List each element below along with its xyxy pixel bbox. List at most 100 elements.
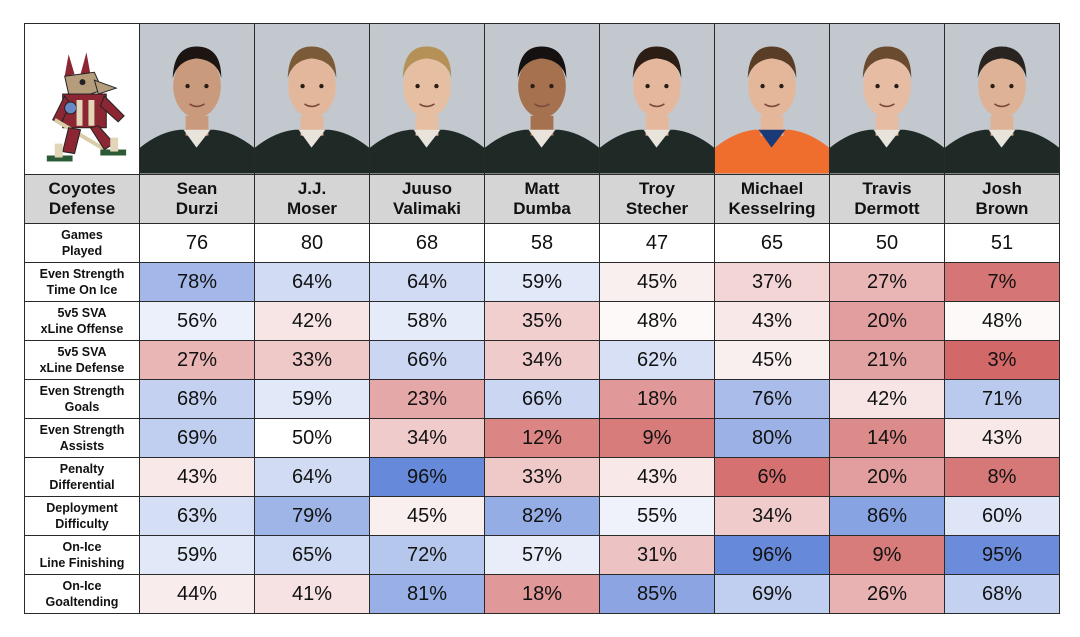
games-played-value: 47 <box>599 223 715 263</box>
stat-percentile-cell: 64% <box>254 457 370 497</box>
player-last-name: Durzi <box>175 199 219 218</box>
stat-row: Even Strength Time On Ice 78% 64% 64% 59% 45% 3… <box>24 262 1060 302</box>
stat-label-line: Assists <box>59 439 105 453</box>
stat-percentile-cell: 56% <box>139 301 255 341</box>
games-played-value: 51 <box>944 223 1060 263</box>
stat-label-line: Even Strength <box>39 423 125 437</box>
stat-percentile-cell: 34% <box>369 418 485 458</box>
player-photo-cell <box>714 23 830 175</box>
stat-percentile-cell: 14% <box>829 418 945 458</box>
games-played-value: 80 <box>254 223 370 263</box>
stat-percentile-cell: 95% <box>944 535 1060 575</box>
player-first-name: Juuso <box>401 179 453 198</box>
stat-label: On-Ice Line Finishing <box>24 535 140 575</box>
player-photo <box>830 24 944 174</box>
stat-row: On-Ice Line Finishing 59% 65% 72% 57% 31% 96% 9%… <box>24 535 1060 575</box>
player-last-name: Valimaki <box>392 199 462 218</box>
player-last-name: Moser <box>286 199 338 218</box>
stat-label-line: Line Finishing <box>39 556 125 570</box>
stat-percentile-cell: 34% <box>714 496 830 536</box>
stat-percentile-cell: 6% <box>714 457 830 497</box>
stat-percentile-cell: 27% <box>139 340 255 380</box>
player-photo-icon <box>140 24 254 174</box>
player-first-name: Matt <box>524 179 560 198</box>
player-last-name: Dumba <box>513 199 571 218</box>
stat-percentile-cell: 48% <box>599 301 715 341</box>
stat-percentile-cell: 85% <box>599 574 715 614</box>
stat-percentile-cell: 42% <box>829 379 945 419</box>
stat-percentile-cell: 64% <box>369 262 485 302</box>
stat-label: Even Strength Assists <box>24 418 140 458</box>
stat-percentile-cell: 68% <box>944 574 1060 614</box>
stat-percentile-cell: 68% <box>139 379 255 419</box>
stat-percentile-cell: 42% <box>254 301 370 341</box>
stat-percentile-cell: 69% <box>714 574 830 614</box>
stat-row: 5v5 SVA xLine Defense 27% 33% 66% 34% 62% 45% 21… <box>24 340 1060 380</box>
player-photo-icon <box>255 24 369 174</box>
player-name-cell: Sean Durzi <box>139 174 255 224</box>
games-played-value: 65 <box>714 223 830 263</box>
stat-label-line: Goals <box>64 400 100 414</box>
stat-row: Penalty Differential 43% 64% 96% 33% 43% 6% 20% 8… <box>24 457 1060 497</box>
header-label-line1: Coyotes <box>48 179 116 198</box>
photo-row <box>24 23 1060 175</box>
games-played-value: 50 <box>829 223 945 263</box>
stat-label-line: xLine Defense <box>39 361 125 375</box>
stat-percentile-cell: 20% <box>829 301 945 341</box>
stat-percentile-cell: 78% <box>139 262 255 302</box>
header-label-cell: Coyotes Defense <box>24 174 140 224</box>
player-last-name: Stecher <box>625 199 689 218</box>
stat-percentile-cell: 60% <box>944 496 1060 536</box>
stat-percentile-cell: 43% <box>139 457 255 497</box>
stat-percentile-cell: 33% <box>484 457 600 497</box>
stat-row: Deployment Difficulty 63% 79% 45% 82% 55% 34% 86… <box>24 496 1060 536</box>
stat-percentile-cell: 44% <box>139 574 255 614</box>
stat-label-line: xLine Offense <box>40 322 124 336</box>
stat-percentile-cell: 65% <box>254 535 370 575</box>
stat-percentile-cell: 50% <box>254 418 370 458</box>
stat-percentile-cell: 58% <box>369 301 485 341</box>
player-name-cell: Matt Dumba <box>484 174 600 224</box>
games-played-value: 58 <box>484 223 600 263</box>
player-name-cell: Michael Kesselring <box>714 174 830 224</box>
stat-label: Penalty Differential <box>24 457 140 497</box>
player-first-name: Michael <box>740 179 804 198</box>
team-logo <box>24 23 140 175</box>
stat-percentile-cell: 69% <box>139 418 255 458</box>
player-first-name: Sean <box>176 179 218 198</box>
stat-percentile-cell: 43% <box>944 418 1060 458</box>
stat-percentile-cell: 72% <box>369 535 485 575</box>
games-played-label: Games Played <box>24 223 140 263</box>
stat-percentile-cell: 9% <box>599 418 715 458</box>
stat-percentile-cell: 62% <box>599 340 715 380</box>
player-photo <box>600 24 714 174</box>
stat-percentile-cell: 45% <box>714 340 830 380</box>
stat-percentile-cell: 18% <box>599 379 715 419</box>
stat-percentile-cell: 96% <box>369 457 485 497</box>
stat-percentile-cell: 23% <box>369 379 485 419</box>
player-last-name: Brown <box>975 199 1029 218</box>
stat-percentile-cell: 34% <box>484 340 600 380</box>
player-photo-cell <box>484 23 600 175</box>
player-photo-cell <box>369 23 485 175</box>
stat-percentile-cell: 76% <box>714 379 830 419</box>
stat-percentile-cell: 86% <box>829 496 945 536</box>
stat-percentile-cell: 21% <box>829 340 945 380</box>
stat-label-line: On-Ice <box>62 540 102 554</box>
player-name-cell: J.J. Moser <box>254 174 370 224</box>
name-row: Coyotes Defense Sean Durzi J.J. Moser Juuso V… <box>24 174 1060 224</box>
stat-percentile-cell: 37% <box>714 262 830 302</box>
stat-percentile-cell: 59% <box>139 535 255 575</box>
player-photo-icon <box>830 24 944 174</box>
stat-label-line: Time On Ice <box>46 283 118 297</box>
stat-percentile-cell: 7% <box>944 262 1060 302</box>
header-label-line2: Defense <box>48 199 116 218</box>
stat-percentile-cell: 8% <box>944 457 1060 497</box>
stat-label-line: On-Ice <box>62 579 102 593</box>
games-played-value: 76 <box>139 223 255 263</box>
stat-percentile-cell: 57% <box>484 535 600 575</box>
player-photo <box>255 24 369 174</box>
player-photo-cell <box>254 23 370 175</box>
stat-label: Even Strength Time On Ice <box>24 262 140 302</box>
player-photo <box>485 24 599 174</box>
